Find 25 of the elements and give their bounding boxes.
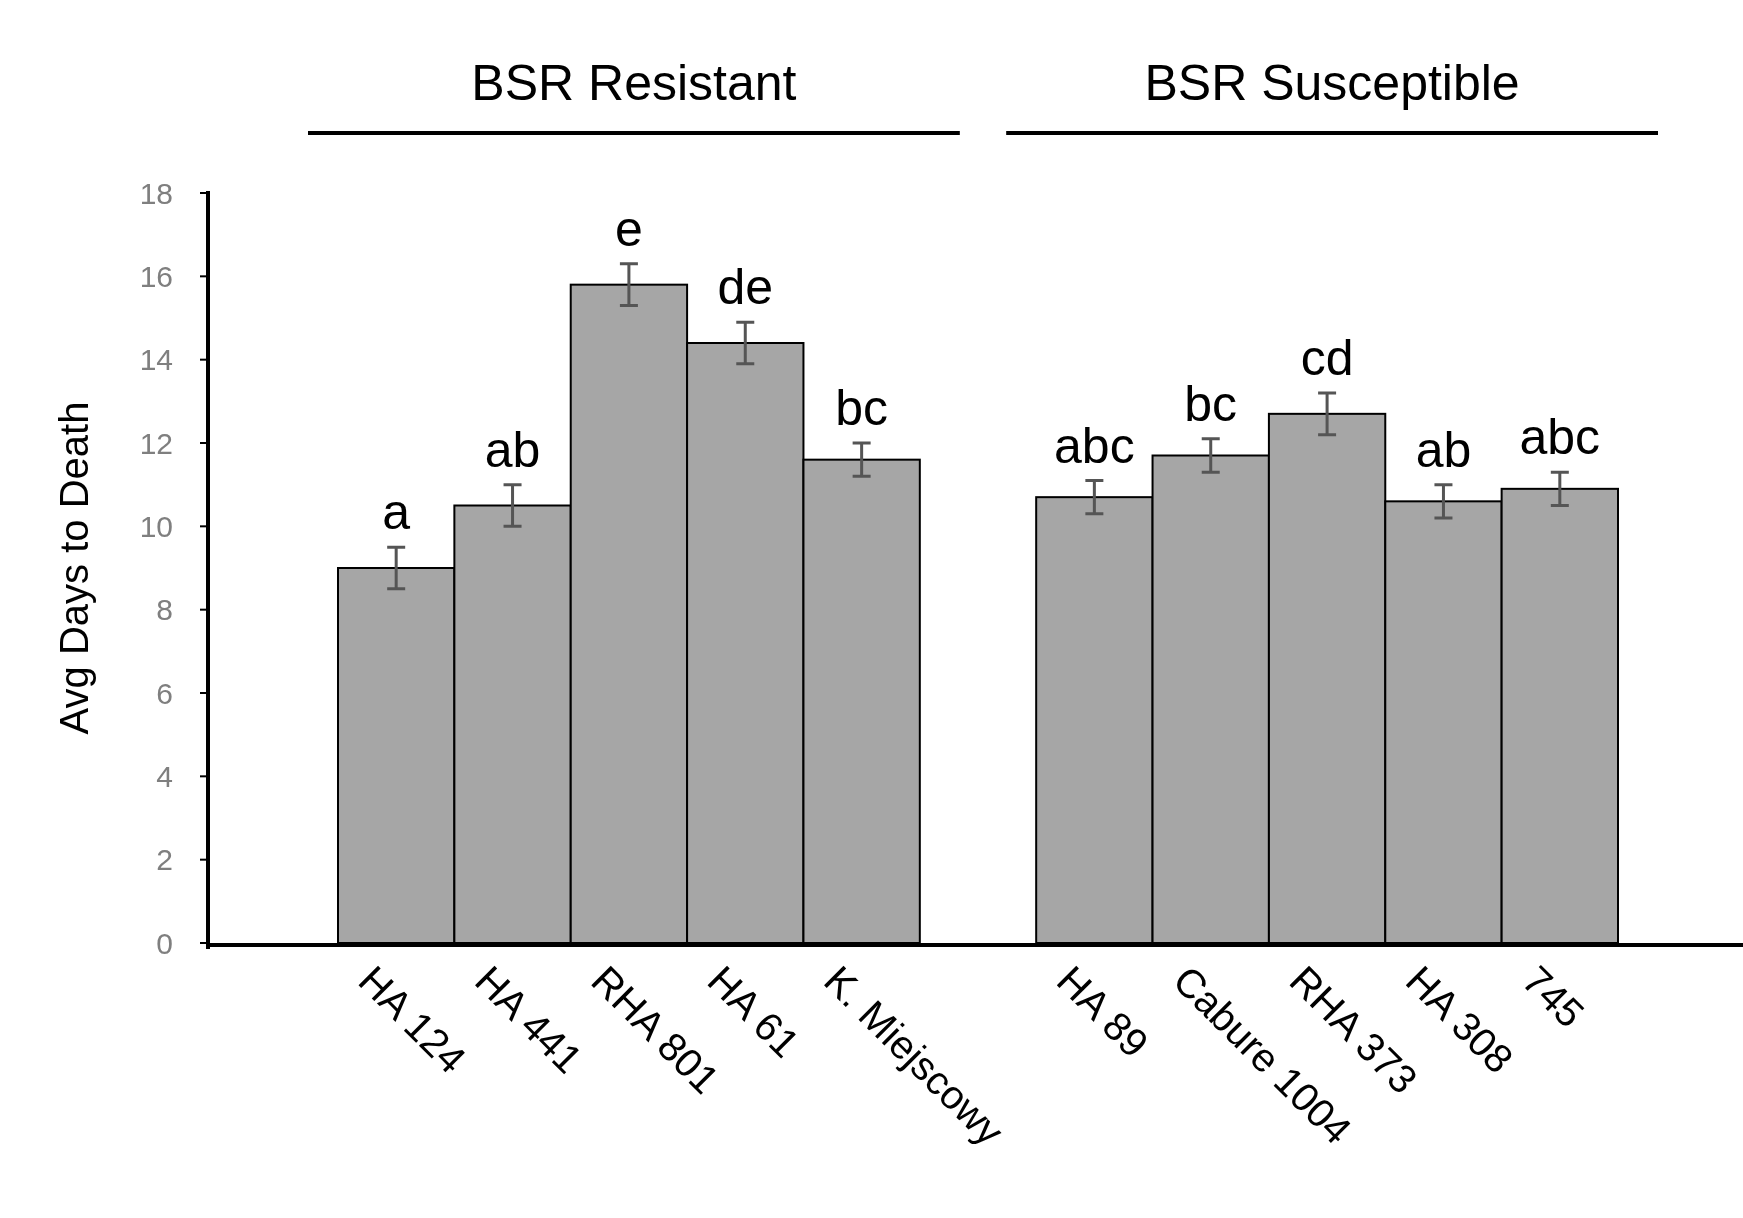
text: BSR Resistant xyxy=(471,55,797,111)
y-tick-label: 0 xyxy=(156,926,173,960)
y-tick-label: 6 xyxy=(156,676,173,710)
y-tick-label: 4 xyxy=(156,759,173,793)
y-tick-label: 12 xyxy=(139,426,173,460)
y-tick-label: 14 xyxy=(139,343,173,377)
text: BSR Susceptible xyxy=(1144,55,1520,111)
data-label: e xyxy=(615,200,643,257)
data-label: bc xyxy=(835,380,889,436)
data-label: a xyxy=(382,484,411,541)
data-label: abc xyxy=(1054,417,1135,474)
x-tick-label: HA 89 xyxy=(1048,957,1157,1066)
y-tick-label: 8 xyxy=(156,593,173,627)
data-label: cd xyxy=(1300,330,1354,386)
data-label: bc xyxy=(1184,375,1238,432)
y-tick-label: 10 xyxy=(139,509,173,543)
data-label: abc xyxy=(1519,409,1601,466)
y-tick-label: 2 xyxy=(156,843,173,877)
y-axis-title: Avg Days to Death xyxy=(52,401,96,735)
x-tick-label: 745 xyxy=(1514,957,1593,1036)
data-label: de xyxy=(717,259,774,316)
data-label: ab xyxy=(1415,421,1472,478)
y-tick-label: 16 xyxy=(139,259,173,293)
y-tick-label: 18 xyxy=(139,176,173,210)
data-label: ab xyxy=(484,421,541,478)
